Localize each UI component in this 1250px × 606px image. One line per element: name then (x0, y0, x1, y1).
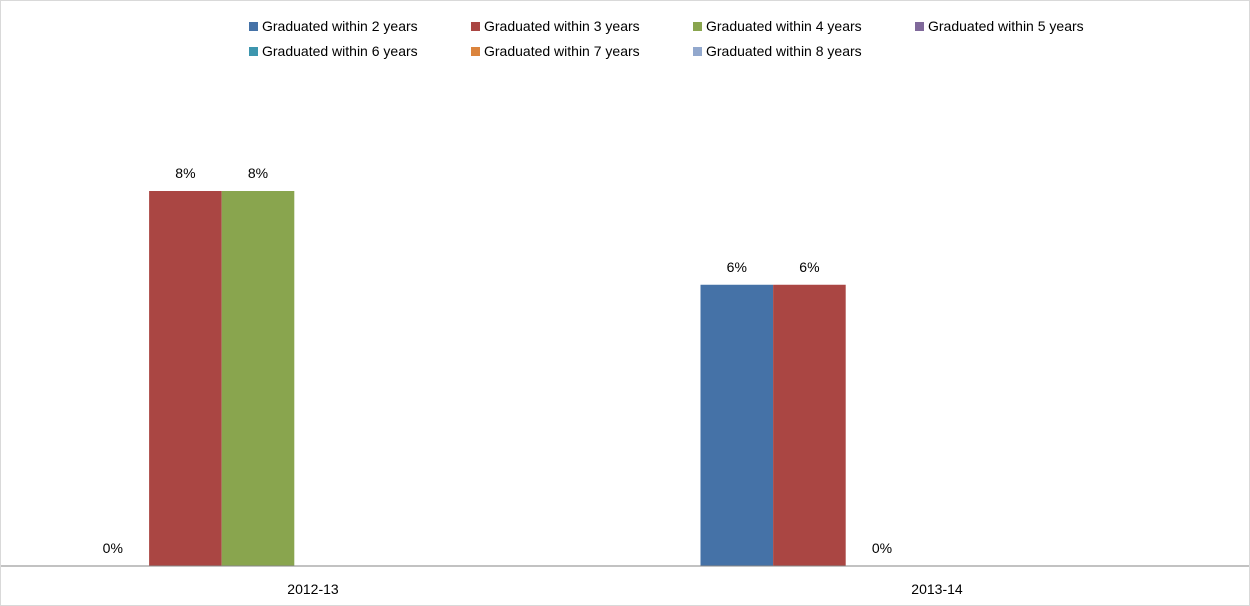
legend-item: Graduated within 6 years (249, 43, 418, 59)
legend-swatch (693, 47, 702, 56)
x-tick-label: 2012-13 (287, 581, 339, 597)
legend-item: Graduated within 2 years (249, 18, 418, 34)
x-axis-ticks: 2012-13 2013-14 (287, 581, 963, 597)
bar-2013-14-series-1 (700, 284, 774, 566)
data-label: 0% (872, 540, 892, 556)
legend-swatch (693, 22, 702, 31)
legend-swatch (471, 22, 480, 31)
legend-item: Graduated within 7 years (471, 43, 640, 59)
legend-swatch (915, 22, 924, 31)
bar-2013-14-series-2 (773, 284, 846, 566)
data-label: 6% (799, 259, 819, 275)
data-label: 8% (248, 165, 268, 181)
legend-label: Graduated within 3 years (484, 18, 640, 34)
data-labels-group: 0% 8% 8% 6% 6% 0% (103, 165, 892, 556)
bar-2012-13-series-2 (149, 191, 222, 566)
legend: Graduated within 2 years Graduated within… (249, 18, 1084, 59)
legend-item: Graduated within 8 years (693, 43, 862, 59)
legend-item: Graduated within 5 years (915, 18, 1084, 34)
legend-swatch (471, 47, 480, 56)
legend-item: Graduated within 3 years (471, 18, 640, 34)
legend-label: Graduated within 8 years (706, 43, 862, 59)
legend-label: Graduated within 6 years (262, 43, 418, 59)
bar-2012-13-series-3 (221, 191, 295, 566)
data-label: 8% (175, 165, 195, 181)
x-tick-label: 2013-14 (911, 581, 963, 597)
bars-group (149, 191, 846, 566)
legend-label: Graduated within 5 years (928, 18, 1084, 34)
legend-swatch (249, 22, 258, 31)
legend-swatch (249, 47, 258, 56)
data-label: 6% (727, 259, 747, 275)
legend-label: Graduated within 2 years (262, 18, 418, 34)
legend-item: Graduated within 4 years (693, 18, 862, 34)
legend-label: Graduated within 4 years (706, 18, 862, 34)
data-label: 0% (103, 540, 123, 556)
legend-label: Graduated within 7 years (484, 43, 640, 59)
